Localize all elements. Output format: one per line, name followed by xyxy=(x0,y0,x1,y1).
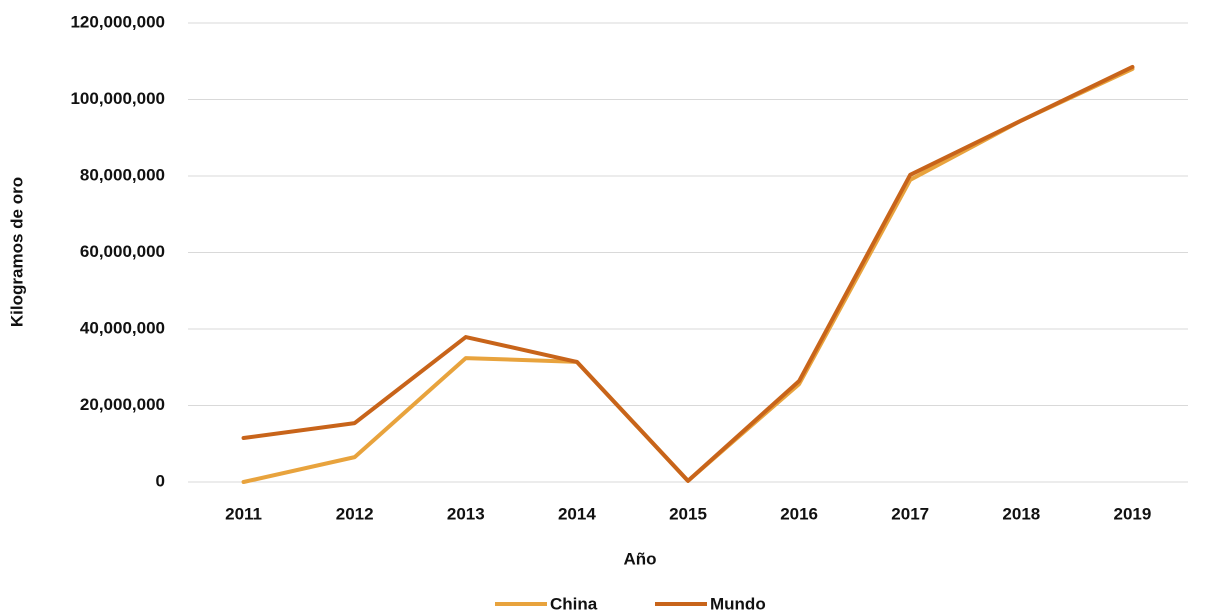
y-tick-label: 80,000,000 xyxy=(80,165,165,184)
x-tick-label: 2014 xyxy=(558,504,596,523)
x-tick-label: 2011 xyxy=(225,504,262,523)
y-axis-title: Kilogramos de oro xyxy=(7,177,26,327)
x-tick-label: 2016 xyxy=(780,504,818,523)
x-tick-label: 2018 xyxy=(1002,504,1040,523)
legend-label: Mundo xyxy=(710,594,766,613)
legend-label: China xyxy=(550,594,598,613)
y-tick-label: 60,000,000 xyxy=(80,242,165,261)
x-tick-label: 2015 xyxy=(669,504,707,523)
x-axis-title: Año xyxy=(623,549,656,568)
x-tick-label: 2017 xyxy=(891,504,929,523)
y-tick-label: 120,000,000 xyxy=(70,12,165,31)
x-tick-label: 2013 xyxy=(447,504,485,523)
x-tick-label: 2019 xyxy=(1114,504,1152,523)
x-tick-label: 2012 xyxy=(336,504,374,523)
y-tick-label: 40,000,000 xyxy=(80,318,165,337)
y-tick-label: 20,000,000 xyxy=(80,395,165,414)
y-tick-label: 0 xyxy=(156,471,165,490)
y-tick-label: 100,000,000 xyxy=(70,89,165,108)
line-series xyxy=(241,64,1135,483)
